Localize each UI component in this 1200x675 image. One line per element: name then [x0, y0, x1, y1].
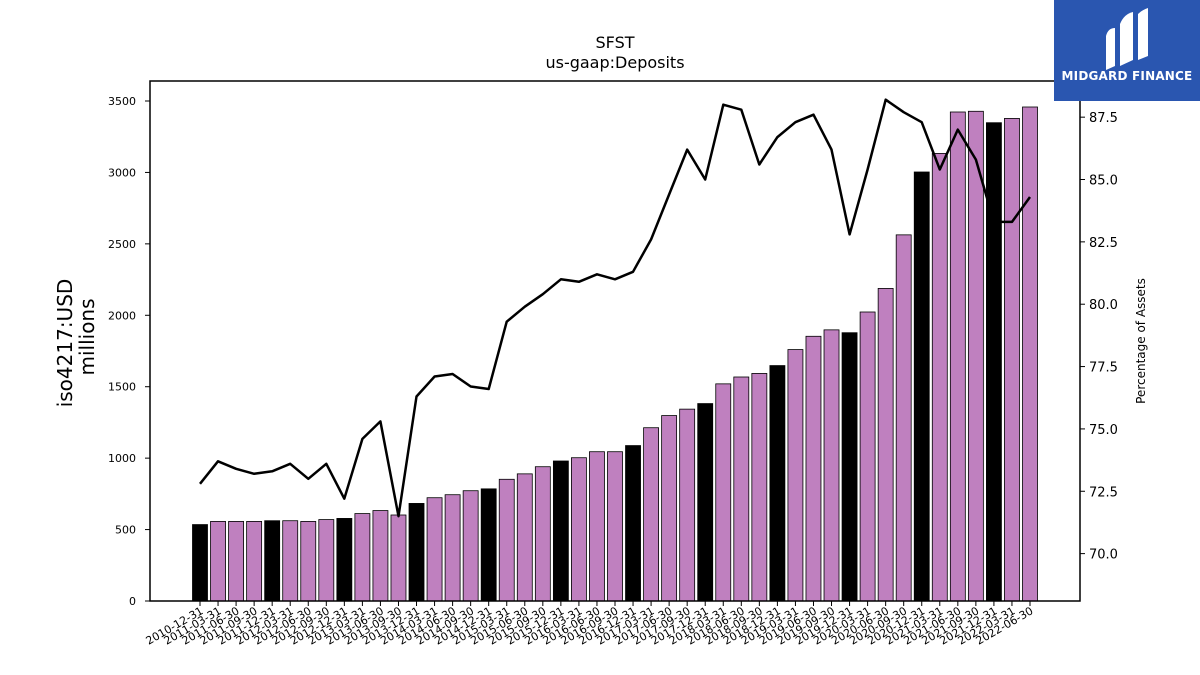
- bar-2012-12-31: [336, 518, 353, 602]
- bar-2017-12-31: [697, 403, 714, 602]
- bar-2011-03-31: [210, 521, 226, 602]
- bar-2013-06-30: [372, 510, 389, 602]
- y-tick-label: 1000: [108, 452, 136, 465]
- chart-title: SFST: [595, 33, 634, 52]
- bar-2010-12-31: [192, 524, 208, 602]
- right-y-axis: 70.0 72.5 75.0 77.5 80.0 82.5 85.0 87.5: [1080, 111, 1118, 563]
- bar-2022-03-31: [1004, 118, 1020, 602]
- bar-2013-03-31: [354, 513, 371, 602]
- y2-tick-label: 70.0: [1089, 548, 1118, 563]
- bar-2015-12-31: [552, 460, 569, 602]
- left-y-axis: 0 500 1000 1500 2000 2500 3000 3500: [108, 95, 150, 608]
- bar-2016-06-30: [589, 451, 605, 602]
- bar-2021-03-31: [931, 153, 948, 602]
- bar-2019-06-30: [805, 335, 822, 602]
- bar-2018-06-30: [733, 376, 750, 602]
- bar-2012-09-30: [318, 519, 335, 602]
- bar-2019-12-31: [841, 332, 858, 602]
- chart-subtitle: us-gaap:Deposits: [545, 53, 684, 72]
- bar-2012-06-30: [300, 521, 317, 602]
- y-tick-label: 0: [129, 595, 136, 608]
- bar-2012-03-31: [282, 520, 299, 602]
- y2-tick-label: 87.5: [1089, 111, 1118, 126]
- bar-2011-06-30: [228, 521, 244, 602]
- y-tick-label: 500: [115, 524, 136, 537]
- bar-2014-03-31: [426, 497, 443, 602]
- bar-2020-12-31: [913, 171, 930, 602]
- bar-2016-03-31: [571, 457, 587, 602]
- y-tick-label: 2000: [108, 309, 136, 322]
- logo-text: MIDGARD FINANCE: [1061, 69, 1193, 83]
- bar-2021-06-30: [949, 111, 966, 602]
- bar-2016-12-31: [625, 445, 641, 602]
- y-tick-label: 3000: [108, 166, 136, 179]
- bar-2021-12-31: [986, 122, 1002, 602]
- bar-2022-06-30: [1022, 106, 1038, 602]
- right-y-axis-label: Percentage of Assets: [1134, 278, 1148, 404]
- bar-2018-03-31: [715, 383, 732, 602]
- x-axis: 2010-12-312011-03-312011-06-302011-09-30…: [144, 601, 1036, 648]
- bar-2014-09-30: [462, 490, 479, 602]
- bar-2020-09-30: [895, 234, 912, 602]
- bar-2011-09-30: [246, 521, 263, 602]
- bar-2015-06-30: [516, 473, 533, 602]
- y-axis-label-line1: iso4217:USD: [53, 279, 77, 408]
- y2-tick-label: 77.5: [1089, 361, 1118, 376]
- bar-2011-12-31: [264, 520, 281, 602]
- y2-tick-label: 80.0: [1089, 298, 1118, 313]
- bar-2019-03-31: [787, 349, 804, 602]
- bar-2015-03-31: [498, 478, 515, 602]
- y2-tick-label: 85.0: [1089, 174, 1118, 189]
- percentage-line: [199, 98, 1032, 518]
- logo-badge: MIDGARD FINANCE: [1054, 0, 1200, 101]
- midgard-logo-icon: [1106, 8, 1148, 70]
- bar-2018-12-31: [769, 365, 786, 602]
- y-tick-label: 1500: [108, 381, 136, 394]
- bar-2019-09-30: [823, 329, 840, 602]
- bar-series: [192, 106, 1038, 602]
- y-tick-label: 3500: [108, 95, 136, 108]
- bar-2018-09-30: [751, 373, 768, 602]
- y-tick-label: 2500: [108, 238, 136, 251]
- bar-2014-06-30: [444, 494, 461, 602]
- y2-tick-label: 75.0: [1089, 423, 1118, 438]
- bar-2021-09-30: [967, 110, 984, 602]
- bar-2016-09-30: [607, 451, 623, 602]
- bar-2014-12-31: [480, 488, 497, 602]
- y-axis-label-line2: millions: [75, 298, 99, 375]
- y2-tick-label: 82.5: [1089, 236, 1118, 251]
- y2-tick-label: 72.5: [1089, 485, 1118, 500]
- bar-2017-06-30: [661, 415, 678, 602]
- bar-2017-09-30: [679, 408, 696, 602]
- bar-2020-03-31: [859, 311, 876, 602]
- bar-2017-03-31: [643, 427, 659, 602]
- bar-2020-06-30: [877, 288, 894, 602]
- bar-2013-09-30: [390, 514, 407, 602]
- bar-2013-12-31: [408, 503, 425, 602]
- bar-2015-09-30: [534, 466, 551, 602]
